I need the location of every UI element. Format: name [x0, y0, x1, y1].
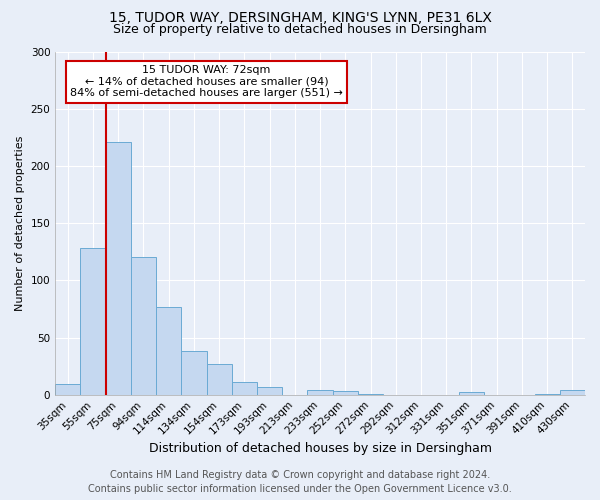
Bar	[80, 248, 106, 394]
X-axis label: Distribution of detached houses by size in Dersingham: Distribution of detached houses by size …	[149, 442, 491, 455]
Text: Size of property relative to detached houses in Dersingham: Size of property relative to detached ho…	[113, 24, 487, 36]
Text: Contains HM Land Registry data © Crown copyright and database right 2024.
Contai: Contains HM Land Registry data © Crown c…	[88, 470, 512, 494]
Bar	[307, 390, 332, 394]
Bar	[459, 392, 484, 394]
Text: 15, TUDOR WAY, DERSINGHAM, KING'S LYNN, PE31 6LX: 15, TUDOR WAY, DERSINGHAM, KING'S LYNN, …	[109, 11, 491, 25]
Bar	[332, 392, 358, 394]
Bar	[232, 382, 257, 394]
Text: 15 TUDOR WAY: 72sqm
← 14% of detached houses are smaller (94)
84% of semi-detach: 15 TUDOR WAY: 72sqm ← 14% of detached ho…	[70, 65, 343, 98]
Bar	[560, 390, 585, 394]
Bar	[257, 386, 282, 394]
Bar	[181, 352, 206, 395]
Bar	[131, 258, 156, 394]
Bar	[206, 364, 232, 394]
Bar	[106, 142, 131, 395]
Bar	[156, 306, 181, 394]
Bar	[55, 384, 80, 394]
Y-axis label: Number of detached properties: Number of detached properties	[15, 136, 25, 311]
